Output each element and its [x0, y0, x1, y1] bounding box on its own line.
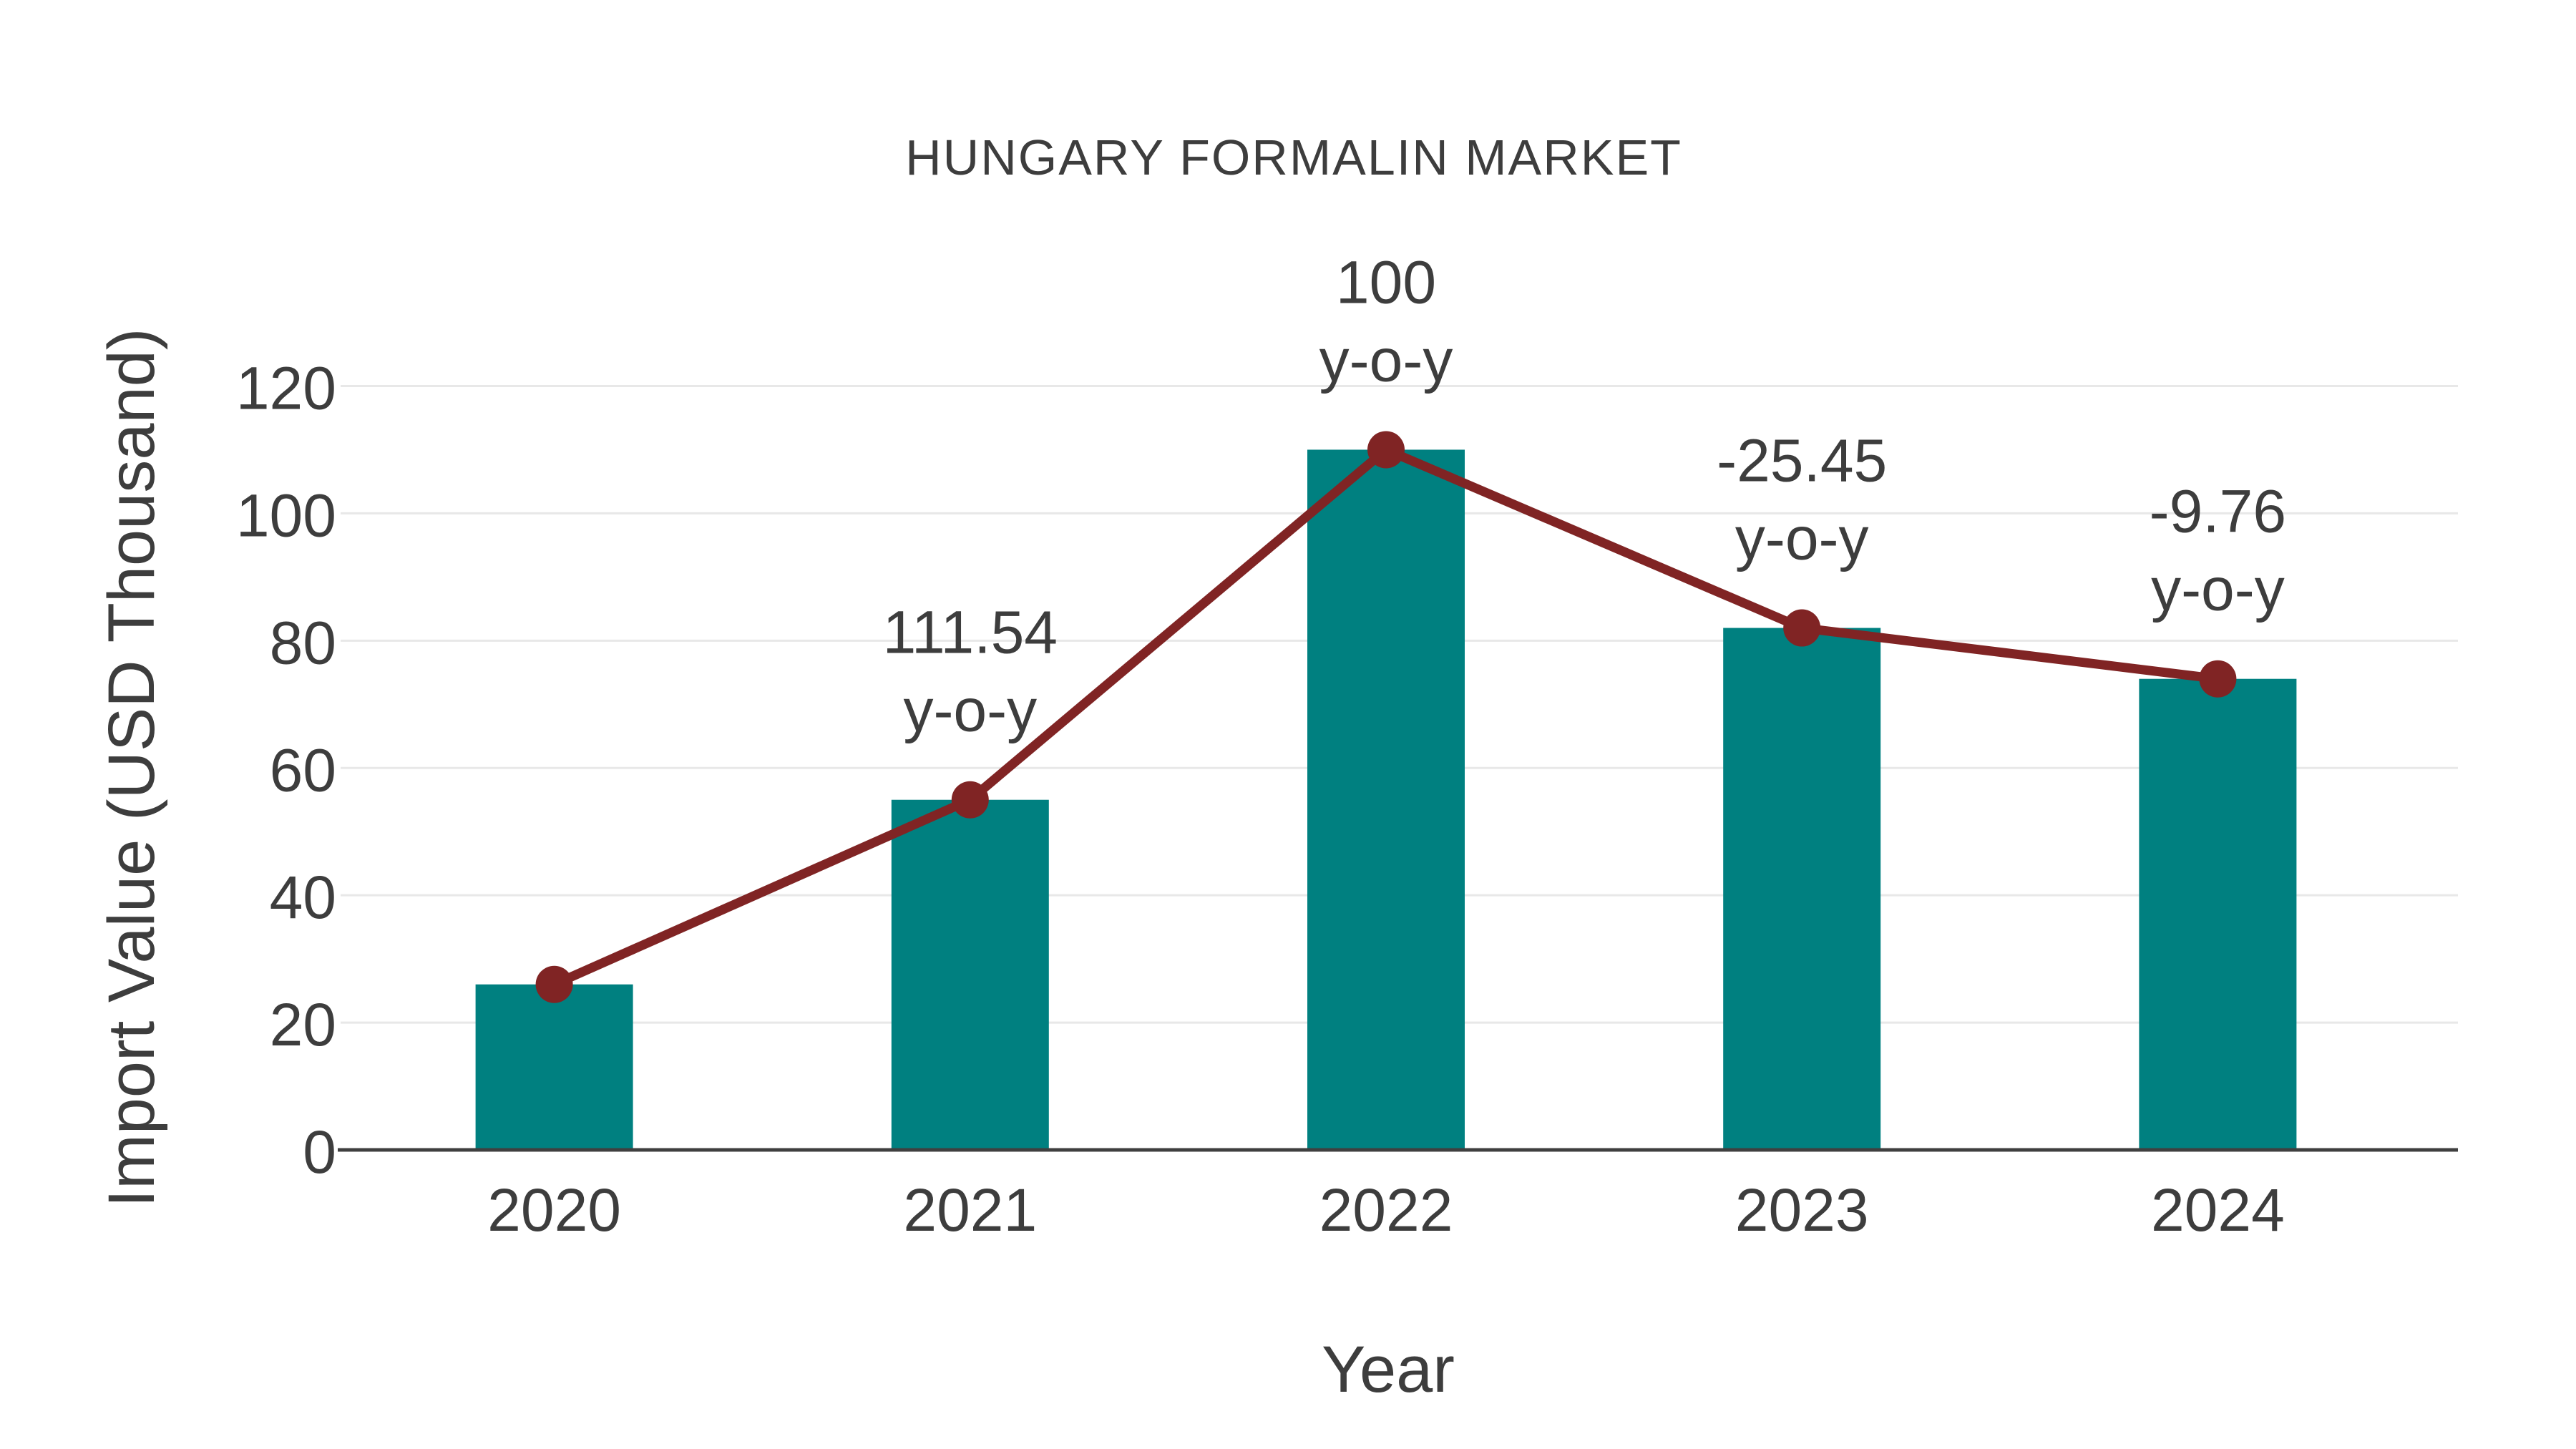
x-axis-title: Year: [1322, 1333, 1455, 1406]
bar-2024: [2139, 679, 2296, 1150]
y-axis-tick-labels: 0 20 40 60 80 100 120: [236, 355, 336, 1186]
x-tick-2020: 2020: [487, 1176, 621, 1244]
bar-2021: [892, 800, 1049, 1150]
y-tick-20: 20: [270, 991, 336, 1058]
annotation-value-2024: -9.76: [2150, 478, 2286, 545]
marker-2020: [536, 966, 573, 1003]
x-tick-2024: 2024: [2151, 1176, 2285, 1244]
y-tick-40: 40: [270, 864, 336, 931]
y-tick-60: 60: [270, 736, 336, 804]
bar-series: [476, 449, 2297, 1150]
x-tick-2023: 2023: [1735, 1176, 1869, 1244]
annotation-value-2021: 111.54: [883, 599, 1058, 666]
marker-2021: [952, 781, 989, 819]
y-axis-title: Import Value (USD Thousand): [95, 328, 168, 1208]
x-axis-tick-labels: 2020 2021 2022 2023 2024: [487, 1176, 2285, 1244]
annotation-sub-2022: y-o-y: [1319, 326, 1453, 394]
marker-2023: [1783, 610, 1820, 647]
marker-2024: [2199, 660, 2236, 698]
y-tick-100: 100: [236, 482, 336, 549]
annotation-sub-2024: y-o-y: [2151, 556, 2285, 623]
x-tick-2022: 2022: [1319, 1176, 1453, 1244]
annotations: 111.54 y-o-y 100 y-o-y -25.45 y-o-y -9.76 y-o-y: [883, 248, 2287, 743]
annotation-sub-2021: y-o-y: [903, 677, 1037, 744]
bar-2023: [1723, 628, 1880, 1150]
bar-2022: [1307, 449, 1465, 1150]
x-tick-2021: 2021: [903, 1176, 1037, 1244]
bar-2020: [476, 985, 633, 1150]
chart-container: 111.54 y-o-y 100 y-o-y -25.45 y-o-y -9.76 y-o-y…: [0, 0, 2576, 1449]
chart-title: HUNGARY FORMALIN MARKET: [905, 130, 1682, 185]
y-tick-80: 80: [270, 609, 336, 676]
marker-2022: [1367, 431, 1405, 468]
annotation-value-2023: -25.45: [1717, 427, 1887, 494]
chart-svg: 111.54 y-o-y 100 y-o-y -25.45 y-o-y -9.76 y-o-y…: [0, 0, 2576, 1449]
annotation-sub-2023: y-o-y: [1735, 505, 1869, 572]
y-tick-120: 120: [236, 355, 336, 422]
annotation-value-2022: 100: [1336, 248, 1436, 316]
y-tick-0: 0: [303, 1118, 336, 1186]
